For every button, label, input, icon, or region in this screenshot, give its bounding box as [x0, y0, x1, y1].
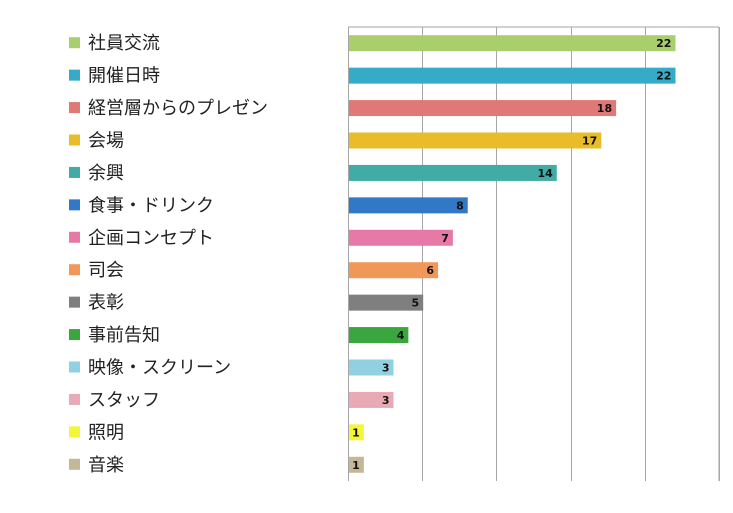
data-label: 8 [456, 199, 464, 212]
legend-label: 会場 [88, 131, 124, 152]
gridlines [348, 26, 720, 481]
data-label: 7 [441, 232, 449, 245]
legend-swatch [69, 37, 80, 49]
legend-label: 経営層からのプレゼン [88, 98, 268, 119]
bar [349, 456, 364, 473]
legend-swatch [69, 134, 80, 146]
legend-swatch [69, 329, 80, 341]
legend-label: 企画コンセプト [88, 228, 214, 249]
data-label: 22 [656, 37, 671, 50]
legend-label: 余興 [88, 163, 124, 184]
bar [349, 35, 676, 52]
legend-label: 事前告知 [88, 325, 160, 346]
bar [349, 391, 394, 408]
data-label: 14 [537, 167, 553, 180]
legend-swatch [69, 102, 80, 114]
legend-label: 司会 [88, 260, 124, 281]
legend-label: スタッフ [88, 390, 160, 411]
bar [349, 100, 617, 117]
legend-swatch [69, 166, 80, 178]
bar [349, 229, 453, 246]
bar [349, 294, 424, 311]
bar [349, 197, 468, 214]
bar [349, 262, 439, 279]
legend-swatch [69, 296, 80, 308]
legend-label: 食事・ドリンク [88, 195, 214, 216]
bar [349, 327, 409, 344]
legend-label: 音楽 [88, 455, 124, 476]
bar [349, 359, 394, 376]
bar [349, 132, 602, 149]
legend-swatch [69, 458, 80, 470]
legend-swatch [69, 393, 80, 405]
data-label: 22 [656, 70, 671, 83]
bar [349, 424, 364, 441]
bars: 22 22 18 17 14 8 7 6 5 4 3 3 1 1 [349, 35, 676, 473]
legend-swatch [69, 426, 80, 438]
data-label: 6 [426, 264, 434, 277]
legend-label: 開催日時 [88, 66, 160, 87]
legend-label: 照明 [88, 422, 124, 443]
legend-swatch [69, 361, 80, 373]
legend-label: 表彰 [88, 293, 124, 314]
data-label: 17 [582, 135, 597, 148]
legend-swatch [69, 199, 80, 211]
legend-swatch [69, 69, 80, 81]
legend-swatch [69, 264, 80, 276]
legend-label: 社員交流 [88, 33, 160, 54]
data-label: 1 [352, 426, 360, 439]
legend: 社員交流開催日時経営層からのプレゼン会場余興食事・ドリンク企画コンセプト司会表彰… [69, 33, 268, 476]
bar [349, 67, 676, 84]
data-label: 18 [597, 102, 612, 115]
data-label: 3 [382, 394, 390, 407]
data-label: 4 [397, 329, 405, 342]
data-label: 5 [412, 297, 420, 310]
legend-swatch [69, 231, 80, 243]
bar [349, 164, 557, 181]
legend-label: 映像・スクリーン [88, 358, 231, 379]
data-label: 3 [382, 362, 390, 375]
data-label: 1 [352, 459, 360, 472]
